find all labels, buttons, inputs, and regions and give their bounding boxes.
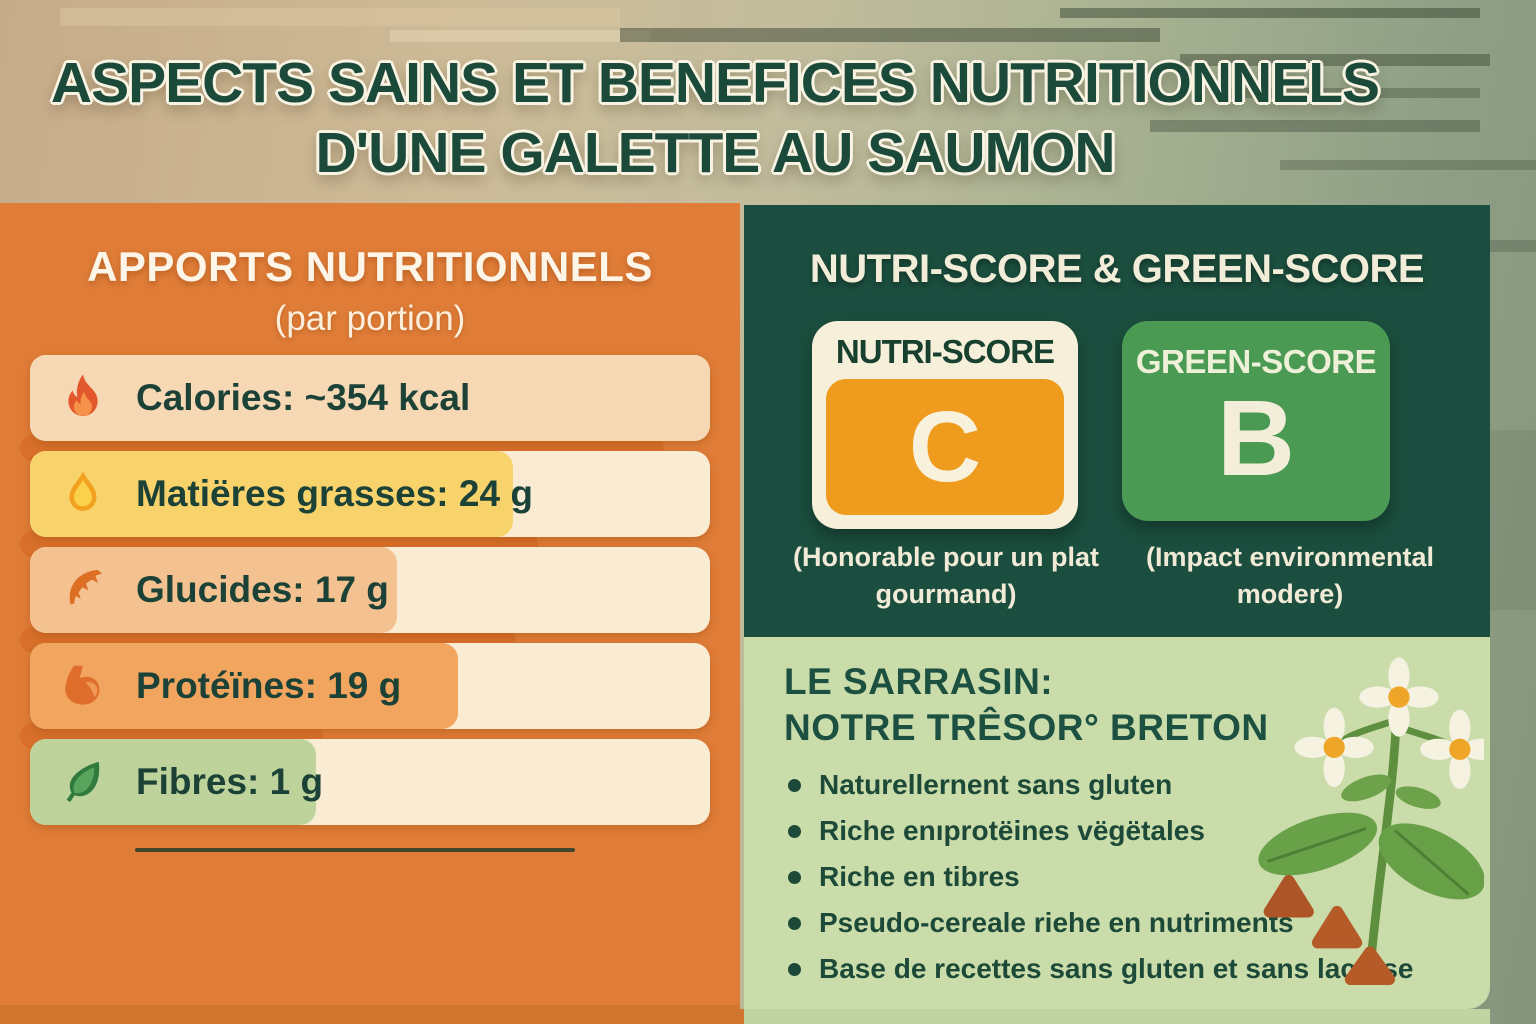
nutrition-row-carbs: Glucides: 17 g — [30, 547, 710, 633]
flower-right — [1420, 709, 1484, 789]
bullet-dot-icon — [788, 962, 801, 976]
bullet-dot-icon — [788, 916, 801, 930]
flower-top — [1359, 657, 1439, 737]
bullet-dot-icon — [788, 824, 801, 838]
nutrition-panel: APPORTS NUTRITIONNELS (par portion) Calo… — [0, 203, 740, 1005]
nutrition-row-fat: Matiëres grasses: 24 g — [30, 451, 710, 537]
scores-panel: NUTRI-SCORE & GREEN-SCORE NUTRI-SCORE C … — [744, 205, 1490, 637]
oil-drop-icon — [56, 467, 110, 521]
buckwheat-plant-illustration — [1258, 657, 1484, 985]
muscle-icon — [56, 659, 110, 713]
bullet-item: Naturellernent sans gluten — [788, 769, 1172, 801]
divider-line — [135, 848, 575, 852]
nutri-score-grade-box: C — [826, 379, 1064, 515]
nutrition-panel-heading: APPORTS NUTRITIONNELS — [87, 243, 653, 290]
row-label: Calories: ~354 kcal — [136, 377, 471, 418]
sarrasin-heading-line2: NOTRE TRÊSOR° BRETON — [784, 707, 1269, 748]
bar-value: Fibres: 1 g — [30, 739, 323, 825]
row-label: Glucides: 17 g — [136, 569, 389, 610]
bar-value: Protéïnes: 19 g — [30, 643, 459, 729]
flame-icon — [56, 371, 110, 425]
green-score-card: GREEN-SCORE B — [1122, 321, 1390, 521]
flower-left — [1294, 707, 1374, 787]
nutrition-row-protein: Protéïnes: 19 g — [30, 643, 710, 729]
buckwheat-seeds — [1263, 874, 1396, 985]
bullet-item: Riche enıprotëines vëgëtales — [788, 815, 1205, 847]
green-score-caption: (Impact environmental modere) — [1145, 542, 1435, 609]
sarrasin-heading-line1: LE SARRASIN: — [784, 661, 1054, 702]
page-title-line2: D'UNE GALETTE AU SAUMON — [315, 121, 1115, 185]
green-score-grade: B — [1217, 377, 1295, 498]
nutrition-row-calories: Calories: ~354 kcal — [30, 355, 710, 441]
bottom-strip-left — [0, 1005, 740, 1024]
green-score-label: GREEN-SCORE — [1135, 343, 1377, 380]
nutri-score-grade: C — [908, 391, 982, 503]
row-label: Matiëres grasses: 24 g — [136, 473, 533, 514]
nutri-score-caption: (Honorable pour un plat gourmand) — [793, 542, 1099, 609]
page-title-line1: ASPECTS SAINS ET BENEFICES NUTRITIONNELS — [50, 51, 1380, 115]
bar-value: Matiëres grasses: 24 g — [30, 451, 533, 537]
nutrition-row-fiber: Fibres: 1 g — [30, 739, 710, 825]
wheat-leaf-icon — [56, 563, 110, 617]
bullet-item: Pseudo-cereale riehe en nutriments — [788, 907, 1294, 939]
nutrition-panel-subheading: (par portion) — [274, 299, 466, 338]
scores-panel-heading: NUTRI-SCORE & GREEN-SCORE — [809, 247, 1425, 291]
bullet-item: Riche en tibres — [788, 861, 1020, 893]
row-label: Protéïnes: 19 g — [136, 665, 402, 706]
bar-value: Glucides: 17 g — [30, 547, 398, 633]
sarrasin-panel: LE SARRASIN: NOTRE TRÊSOR° BRETON Nature… — [744, 637, 1490, 1009]
leaf-icon — [56, 755, 110, 809]
bottom-strip-right — [744, 1009, 1490, 1024]
row-label: Fibres: 1 g — [136, 761, 324, 802]
bullet-item: Base de recettes sans gluten et sans lac… — [788, 953, 1414, 985]
nutri-score-label: NUTRI-SCORE — [835, 333, 1055, 370]
bar-value: Calories: ~354 kcal — [30, 355, 710, 441]
bullet-dot-icon — [788, 778, 801, 792]
page-title: ASPECTS SAINS ET BENEFICES NUTRITIONNELS… — [0, 48, 1430, 188]
nutri-score-card: NUTRI-SCORE C — [812, 321, 1078, 529]
bullet-dot-icon — [788, 870, 801, 884]
